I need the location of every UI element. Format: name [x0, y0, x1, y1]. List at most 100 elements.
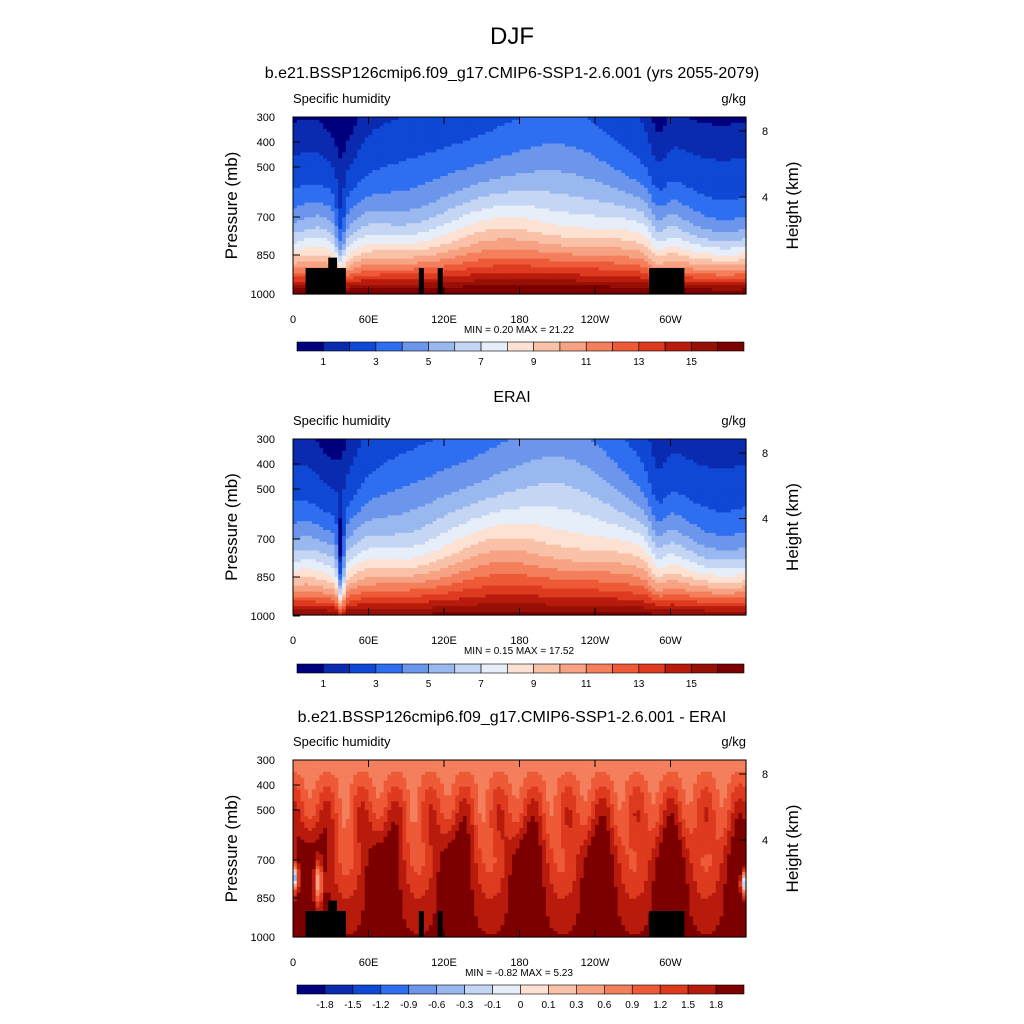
heatmap-cell [383, 235, 388, 239]
heatmap-cell [323, 229, 328, 233]
heatmap-cell [387, 264, 392, 269]
heatmap-cell [432, 282, 438, 286]
heatmap-cell [323, 243, 328, 248]
heatmap-cell [447, 196, 453, 201]
heatmap-cell [485, 167, 490, 171]
heatmap-cell [455, 229, 460, 233]
heatmap-cell [368, 273, 373, 277]
heatmap-cell [376, 125, 381, 130]
heatmap-cell [402, 187, 407, 192]
heatmap-cell [372, 214, 377, 218]
heatmap-cell [376, 270, 381, 274]
heatmap-cell [368, 276, 373, 280]
heatmap-cell [406, 128, 411, 133]
heatmap-cell [428, 178, 434, 183]
heatmap-cell [436, 226, 441, 230]
heatmap-cell [406, 146, 411, 151]
heatmap-cell [383, 264, 388, 269]
heatmap-cell [447, 282, 453, 286]
heatmap-cell [421, 208, 426, 212]
heatmap-cell [504, 178, 509, 183]
heatmap-cell [413, 122, 419, 127]
heatmap-cell [485, 252, 490, 257]
heatmap-cell [349, 285, 355, 289]
heatmap-cell [459, 223, 464, 227]
heatmap-cell [391, 125, 396, 130]
heatmap-cell [432, 117, 438, 121]
heatmap-cell [440, 240, 445, 245]
heatmap-cell [300, 270, 305, 274]
heatmap-cell [477, 282, 483, 286]
heatmap-cell [406, 264, 411, 269]
heatmap-cell [353, 235, 358, 239]
heatmap-cell [504, 131, 509, 136]
heatmap-cell [493, 190, 498, 195]
heatmap-cell [481, 199, 487, 204]
heatmap-cell [383, 176, 388, 180]
heatmap-cell [319, 146, 324, 151]
heatmap-cell [410, 137, 415, 142]
heatmap-cell [410, 270, 415, 274]
heatmap-cell [353, 226, 358, 230]
heatmap-cell [342, 184, 347, 189]
heatmap-cell [504, 211, 509, 215]
heatmap-cell [477, 214, 483, 218]
heatmap-cell [323, 196, 328, 201]
heatmap-cell [372, 149, 377, 153]
heatmap-cell [474, 131, 479, 136]
heatmap-cell [410, 176, 415, 180]
heatmap-cell [489, 237, 494, 242]
heatmap-cell [474, 173, 479, 177]
heatmap-cell [425, 243, 430, 248]
heatmap-cell [391, 211, 396, 215]
heatmap-cell [293, 125, 298, 130]
heatmap-cell [406, 258, 411, 263]
heatmap-cell [391, 226, 396, 230]
heatmap-cell [319, 143, 324, 148]
heatmap-cell [319, 258, 324, 263]
heatmap-cell [462, 255, 468, 260]
heatmap-cell [447, 193, 453, 198]
heatmap-cell [455, 226, 460, 230]
heatmap-cell [394, 255, 400, 260]
heatmap-cell [432, 196, 438, 201]
heatmap-cell [402, 173, 407, 177]
heatmap-cell [304, 161, 309, 165]
heatmap-cell [440, 211, 445, 215]
heatmap-cell [425, 122, 430, 127]
heatmap-cell [417, 161, 422, 165]
heatmap-cell [345, 276, 351, 280]
heatmap-cell [391, 276, 396, 280]
heatmap-cell [311, 261, 317, 266]
heatmap-cell [421, 237, 426, 242]
heatmap-cell [474, 255, 479, 260]
heatmap-cell [323, 187, 328, 192]
heatmap-cell [357, 119, 362, 124]
heatmap-cell [379, 252, 385, 257]
heatmap-cell [345, 137, 351, 142]
heatmap-cell [368, 178, 373, 183]
heatmap-cell [413, 178, 419, 183]
heatmap-cell [466, 117, 472, 121]
heatmap-cell [447, 279, 453, 283]
heatmap-cell [413, 170, 419, 174]
heatmap-cell [311, 178, 317, 183]
heatmap-cell [493, 146, 498, 151]
heatmap-cell [470, 276, 475, 280]
heatmap-cell [387, 246, 392, 251]
heatmap-cell [342, 240, 347, 245]
heatmap-cell [496, 229, 502, 233]
heatmap-cell [444, 146, 449, 151]
heatmap-cell [357, 152, 362, 156]
heatmap-cell [493, 223, 498, 227]
heatmap-cell [383, 137, 388, 142]
heatmap-cell [417, 199, 422, 204]
heatmap-cell [428, 193, 434, 198]
heatmap-cell [304, 178, 309, 183]
heatmap-cell [496, 205, 502, 210]
heatmap-cell [319, 119, 324, 124]
heatmap-cell [481, 235, 487, 239]
heatmap-cell [293, 202, 298, 207]
heatmap-cell [447, 158, 453, 162]
heatmap-cell [304, 193, 309, 198]
